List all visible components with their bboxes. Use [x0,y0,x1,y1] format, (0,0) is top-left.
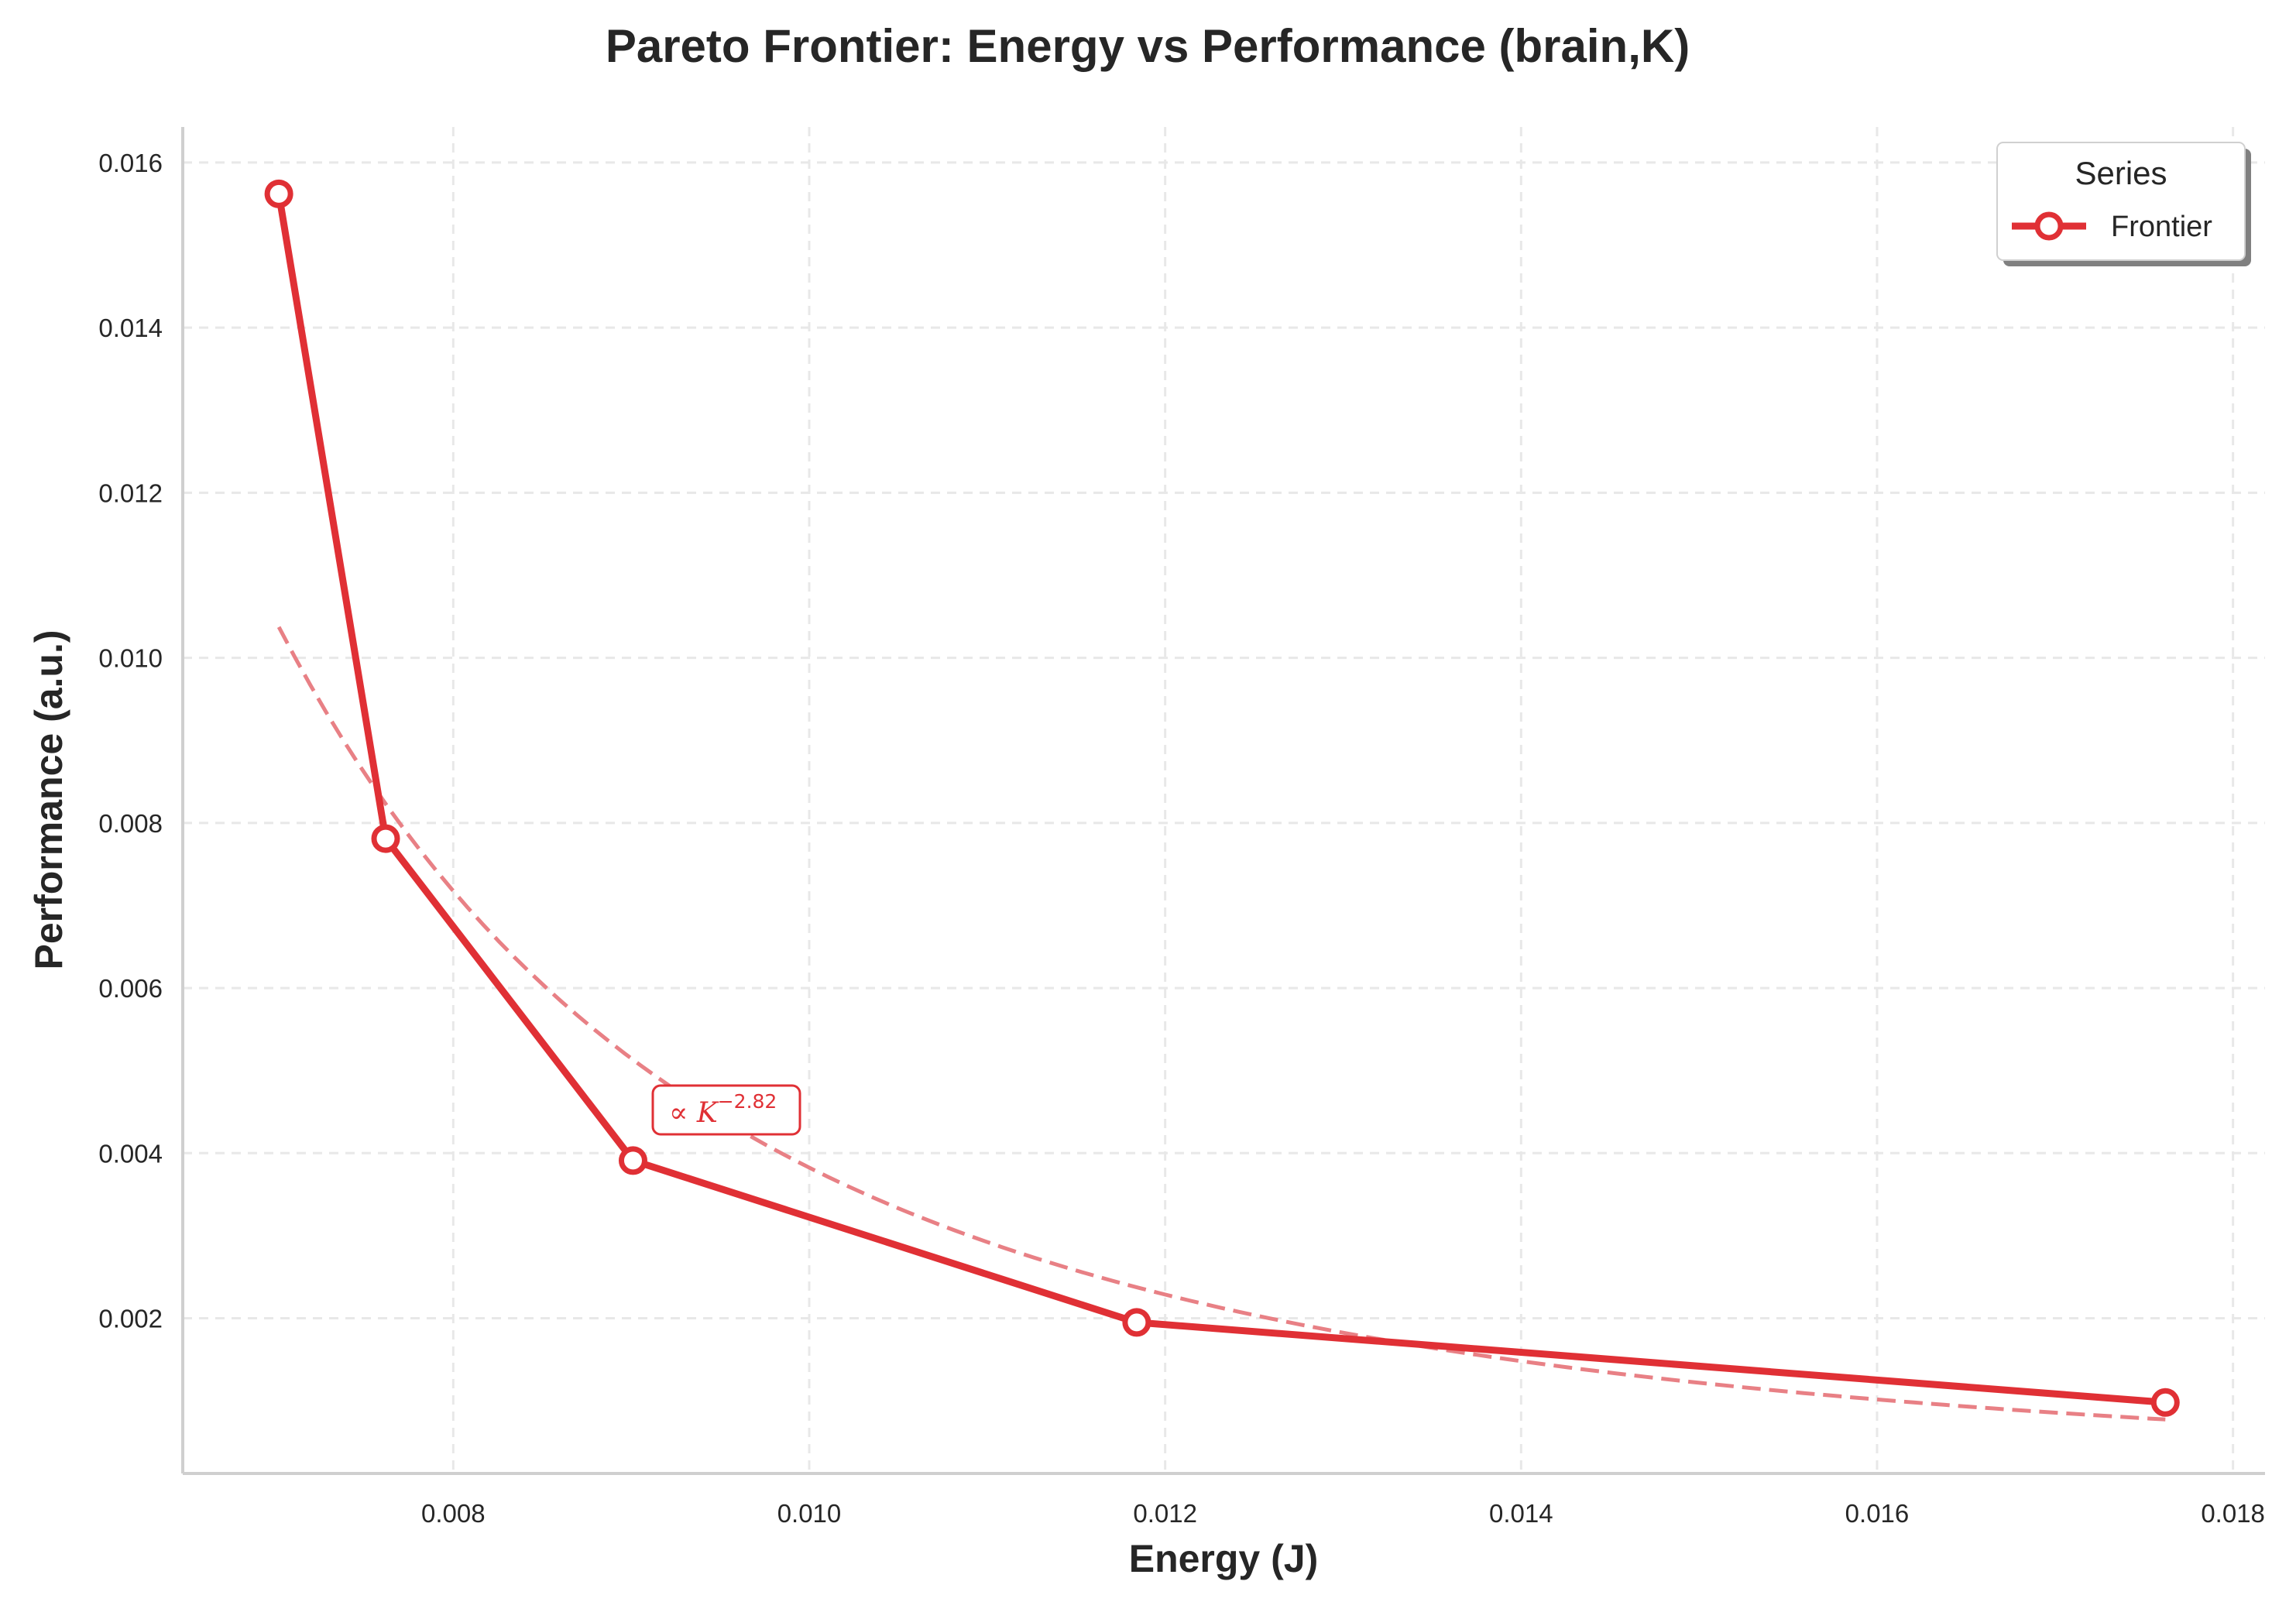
legend-label-frontier: Frontier [2111,211,2212,243]
x-axis-label: Energy (J) [1129,1537,1319,1580]
x-tick-label: 0.010 [777,1499,842,1528]
y-tick-label: 0.008 [98,809,163,838]
x-tick-label: 0.008 [421,1499,486,1528]
y-tick-label: 0.014 [98,314,163,342]
legend-title: Series [2075,155,2167,191]
x-ticks: 0.008 0.010 0.012 0.014 0.016 0.018 [421,1499,2265,1528]
power-law-fit-line [276,626,2166,1422]
y-tick-label: 0.006 [98,974,163,1003]
y-tick-label: 0.002 [98,1305,163,1333]
y-tick-label: 0.010 [98,644,163,673]
series-points-frontier [264,179,2180,1417]
chart-title: Pareto Frontier: Energy vs Performance (… [606,20,1690,72]
data-point-frontier [371,824,400,853]
y-ticks: 0.002 0.004 0.006 0.008 0.010 0.012 0.014 0.016 [98,149,163,1333]
legend-swatch-marker [2034,211,2064,241]
x-tick-label: 0.016 [1845,1499,1910,1528]
y-tick-label: 0.004 [98,1139,163,1168]
grid-lines [183,127,2265,1473]
data-point-frontier [618,1146,647,1175]
y-tick-label: 0.012 [98,479,163,507]
y-tick-label: 0.016 [98,149,163,177]
data-point-frontier [264,179,293,208]
legend: Series Frontier [1996,142,2251,266]
data-point-frontier [2150,1388,2180,1417]
fit-annotation: ∝ K−2.82 [651,1084,801,1136]
x-tick-label: 0.018 [2201,1499,2265,1528]
y-axis-label: Performance (a.u.) [27,629,70,969]
x-tick-label: 0.014 [1489,1499,1553,1528]
x-tick-label: 0.012 [1133,1499,1197,1528]
data-point-frontier [1122,1308,1151,1337]
annotation-text: ∝ K−2.82 [669,1090,777,1129]
annotation-box [651,1084,801,1136]
